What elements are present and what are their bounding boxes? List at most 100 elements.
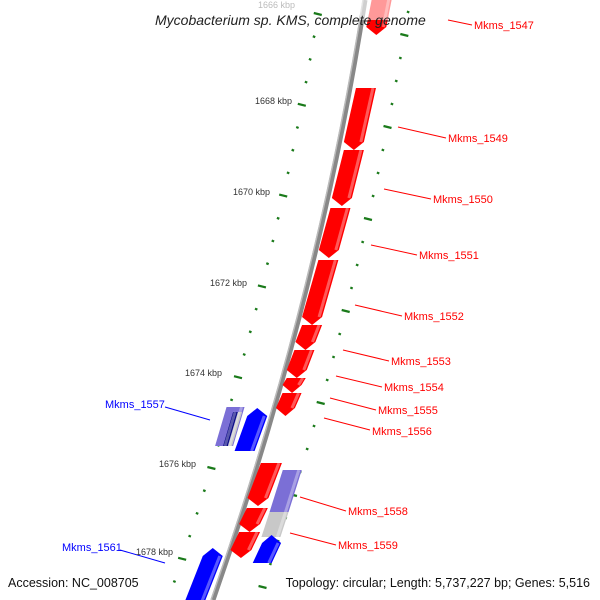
gene-shading: [247, 531, 259, 551]
ruler-label-1670: 1670 kbp: [233, 187, 270, 197]
major-tick: [313, 11, 323, 17]
minor-tick: [172, 579, 177, 584]
minor-tick: [398, 56, 402, 60]
minor-tick: [295, 125, 300, 130]
major-tick: [363, 216, 373, 222]
reverse-gene-arrow: [234, 408, 268, 451]
minor-tick: [381, 148, 385, 152]
major-tick: [257, 284, 267, 289]
major-tick: [316, 400, 325, 406]
label-leader-line: [119, 549, 166, 564]
gene-feature: [228, 412, 243, 446]
gene-label-mkms-1556[interactable]: Mkms_1556: [372, 426, 432, 438]
gene-shading: [317, 259, 337, 318]
major-tick: [258, 584, 267, 590]
gene-label-mkms-1558[interactable]: Mkms_1558: [348, 506, 408, 518]
gene-shading: [302, 349, 313, 371]
gene-shading: [227, 411, 241, 447]
gene-shading: [297, 377, 305, 386]
gene-features: [185, 0, 400, 600]
gene-label-mkms-1555[interactable]: Mkms_1555: [378, 405, 438, 417]
gene-shading: [200, 555, 222, 600]
gene-label-mkms-1550[interactable]: Mkms_1550: [433, 194, 493, 206]
reverse-gene-arrow: [185, 548, 223, 600]
minor-tick: [312, 35, 316, 39]
ruler-label-1668: 1668 kbp: [255, 96, 292, 106]
minor-tick: [355, 263, 359, 267]
gene-shading: [275, 511, 287, 538]
minor-tick: [291, 148, 295, 152]
gene-feature: [261, 512, 289, 537]
major-tick: [400, 32, 409, 38]
major-tick: [177, 556, 187, 561]
ruler-label-1672: 1672 kbp: [210, 278, 247, 288]
minor-tick: [195, 511, 199, 515]
minor-tick: [286, 171, 290, 175]
minor-tick: [390, 102, 394, 106]
minor-tick: [312, 424, 316, 428]
minor-tick: [376, 171, 380, 175]
ruler-label-1674: 1674 kbp: [185, 368, 222, 378]
forward-gene-arrow: [295, 325, 323, 350]
minor-tick: [271, 239, 275, 243]
label-leader-line: [323, 417, 371, 431]
gene-shading: [311, 324, 321, 343]
minor-tick: [254, 307, 258, 311]
minor-tick: [406, 10, 410, 14]
forward-gene-arrow: [275, 393, 302, 416]
gene-label-mkms-1554[interactable]: Mkms_1554: [384, 382, 444, 394]
backbone-highlight: [210, 0, 364, 600]
major-tick: [297, 102, 307, 107]
forward-gene-arrow: [286, 350, 315, 378]
gene-shading: [347, 149, 363, 199]
minor-tick: [188, 534, 192, 538]
reverse-gene-arrow: [252, 535, 282, 563]
gene-shading: [264, 462, 281, 499]
label-leader-line: [289, 532, 337, 546]
minor-tick: [304, 80, 308, 84]
gene-shading: [250, 415, 266, 452]
gene-shading: [284, 469, 301, 513]
gene-label-mkms-1553[interactable]: Mkms_1553: [391, 356, 451, 368]
gene-label-mkms-1557[interactable]: Mkms_1557: [105, 399, 165, 411]
gene-label-mkms-1549[interactable]: Mkms_1549: [448, 133, 508, 145]
major-tick: [341, 308, 350, 314]
minor-tick: [331, 355, 336, 359]
minor-tick: [202, 489, 206, 493]
minor-tick: [305, 447, 309, 451]
accession-text: Accession: NC_008705: [8, 576, 139, 590]
gene-label-mkms-1561[interactable]: Mkms_1561: [62, 542, 122, 554]
label-leader-line: [299, 496, 347, 512]
major-tick: [233, 375, 243, 380]
map-title: Mycobacterium sp. KMS, complete genome: [155, 12, 426, 28]
major-tick: [383, 124, 392, 130]
ruler-label-1676: 1676 kbp: [159, 459, 196, 469]
minor-tick: [229, 398, 234, 402]
minor-tick: [361, 240, 365, 244]
gene-shading: [290, 392, 300, 409]
gene-label-mkms-1559[interactable]: Mkms_1559: [338, 540, 398, 552]
gene-shading: [359, 87, 375, 143]
label-leader-line: [383, 188, 432, 200]
minor-tick: [338, 332, 342, 336]
major-tick: [207, 465, 216, 471]
gene-shading: [334, 207, 349, 251]
gene-feature: [223, 412, 239, 446]
minor-tick: [265, 262, 270, 266]
minor-tick: [276, 216, 280, 220]
ruler-label-1666: 1666 kbp: [258, 0, 295, 10]
gene-shading: [267, 542, 280, 564]
gene-label-mkms-1547[interactable]: Mkms_1547: [474, 20, 534, 32]
gene-label-mkms-1552[interactable]: Mkms_1552: [404, 311, 464, 323]
minor-tick: [394, 79, 398, 83]
forward-gene-arrow: [331, 150, 364, 206]
forward-gene-arrow: [247, 463, 282, 506]
top-fade: [360, 0, 400, 20]
label-leader-line: [354, 304, 403, 317]
minor-tick: [242, 352, 246, 357]
gene-label-mkms-1551[interactable]: Mkms_1551: [419, 250, 479, 262]
forward-gene-arrow: [230, 532, 261, 558]
minor-tick: [371, 194, 375, 198]
